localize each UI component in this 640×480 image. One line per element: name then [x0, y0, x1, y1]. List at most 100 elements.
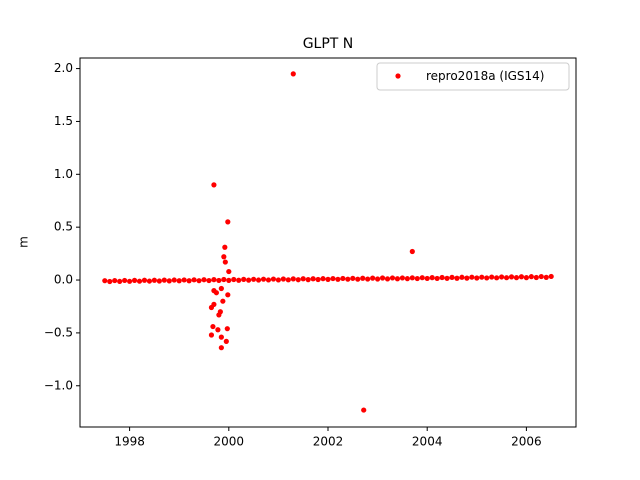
point [340, 275, 346, 282]
point [181, 277, 187, 283]
point [225, 292, 231, 298]
point [166, 278, 172, 284]
point [345, 276, 351, 282]
point [210, 323, 216, 330]
point [424, 275, 430, 282]
point [186, 278, 192, 284]
point [375, 276, 381, 282]
point [479, 274, 485, 280]
point [216, 277, 222, 284]
point [246, 277, 252, 283]
point [518, 274, 525, 280]
point [223, 338, 229, 344]
point [226, 268, 232, 275]
point [350, 275, 356, 281]
point [370, 275, 376, 281]
y-tick-label: 2.0 [54, 61, 73, 75]
point [543, 274, 549, 280]
point [131, 277, 138, 283]
point [499, 274, 505, 280]
point [454, 275, 460, 281]
point [224, 326, 230, 332]
point [459, 274, 465, 280]
point [469, 274, 475, 280]
point [399, 275, 405, 281]
point [414, 275, 420, 282]
point [141, 277, 148, 283]
y-tick-label: 1.5 [54, 114, 73, 128]
point [419, 275, 425, 281]
y-tick-label: 1.0 [54, 167, 73, 181]
point [225, 219, 231, 225]
point [156, 278, 162, 284]
point [528, 274, 534, 280]
point [236, 277, 242, 283]
legend-marker [395, 73, 401, 79]
point [320, 276, 326, 282]
y-axis-label: m [17, 236, 31, 248]
y-tick-label: 0.5 [54, 220, 73, 234]
point [548, 273, 554, 280]
point [222, 244, 228, 250]
point [361, 407, 367, 413]
point [161, 277, 167, 283]
point [213, 290, 219, 296]
point [255, 277, 262, 283]
point [231, 276, 237, 283]
point [146, 278, 153, 284]
point [379, 275, 386, 281]
point [449, 274, 455, 280]
point [310, 276, 316, 282]
point [429, 275, 435, 281]
chart-title: GLPT N [303, 36, 354, 52]
point [330, 275, 336, 282]
point [365, 276, 371, 282]
point [295, 277, 301, 283]
point [409, 248, 415, 255]
point [221, 276, 227, 283]
point [523, 275, 530, 281]
point [211, 277, 217, 283]
point [434, 275, 440, 282]
point [389, 275, 396, 281]
point [220, 298, 226, 304]
y-tick-label: −0.5 [44, 325, 73, 339]
x-tick-label: 2006 [511, 435, 542, 449]
y-tick-label: −1.0 [44, 378, 73, 392]
point [290, 71, 296, 77]
point [513, 275, 520, 281]
x-tick-label: 1998 [114, 435, 145, 449]
point [211, 182, 217, 188]
point [117, 278, 123, 285]
point [508, 274, 515, 280]
point [226, 277, 232, 283]
legend-label: repro2018a (IGS14) [426, 69, 544, 83]
x-tick-label: 2000 [214, 435, 245, 449]
point [218, 334, 224, 340]
point [107, 278, 113, 285]
point [300, 276, 306, 282]
point [394, 276, 401, 282]
point [127, 278, 133, 284]
point [112, 277, 118, 284]
point [474, 275, 480, 281]
point [151, 277, 157, 283]
point [360, 275, 366, 281]
point [335, 276, 341, 282]
point [196, 278, 202, 284]
point [538, 273, 544, 280]
point [404, 276, 410, 282]
point [136, 278, 143, 284]
point [489, 274, 495, 280]
point [221, 254, 227, 260]
point [206, 277, 212, 284]
point [201, 277, 207, 283]
point [533, 274, 539, 281]
point [384, 276, 391, 282]
point [444, 275, 450, 281]
point [275, 277, 281, 283]
point [439, 274, 445, 281]
point [270, 276, 277, 282]
